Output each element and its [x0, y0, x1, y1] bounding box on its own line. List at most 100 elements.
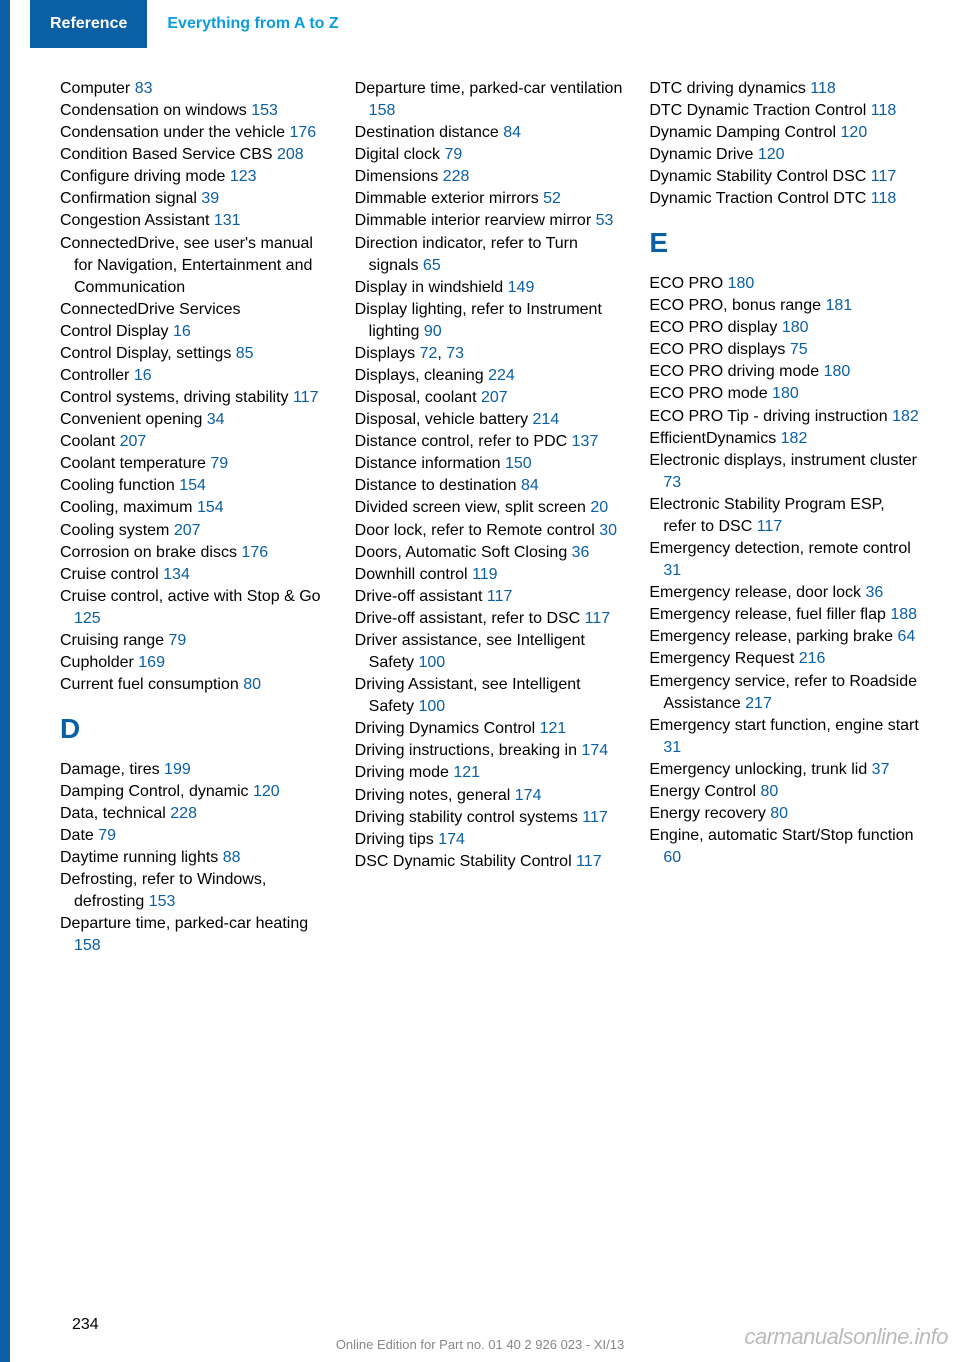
- page-link[interactable]: 16: [134, 367, 152, 384]
- page-link[interactable]: 118: [871, 102, 897, 119]
- page-link[interactable]: 117: [585, 610, 611, 627]
- entry-text: Emergency release, fuel filler flap: [649, 606, 890, 623]
- page-link[interactable]: 20: [590, 499, 608, 516]
- page-link[interactable]: 80: [761, 783, 779, 800]
- page-link[interactable]: 134: [163, 566, 190, 583]
- entry-text: Cruising range: [60, 632, 169, 649]
- page-link[interactable]: 117: [576, 853, 602, 870]
- page-link[interactable]: 149: [508, 279, 535, 296]
- page-link[interactable]: 79: [98, 827, 116, 844]
- entry-text: Driving Dynamics Con­trol: [355, 720, 540, 737]
- page-link[interactable]: 36: [572, 544, 590, 561]
- page-link[interactable]: 153: [251, 102, 278, 119]
- page-link[interactable]: 153: [149, 893, 176, 910]
- page-link[interactable]: 120: [253, 783, 280, 800]
- page-link[interactable]: 117: [871, 168, 897, 185]
- page-link[interactable]: 100: [418, 654, 445, 671]
- page-link[interactable]: 125: [74, 610, 101, 627]
- page-link[interactable]: 228: [443, 168, 470, 185]
- page-link[interactable]: 31: [663, 562, 681, 579]
- page-link[interactable]: 137: [572, 433, 599, 450]
- page-link[interactable]: 88: [223, 849, 241, 866]
- page-link[interactable]: 217: [745, 695, 772, 712]
- page-link[interactable]: 73: [663, 474, 681, 491]
- page-link[interactable]: 214: [533, 411, 560, 428]
- page-link[interactable]: 169: [138, 654, 165, 671]
- page-link[interactable]: 16: [173, 323, 191, 340]
- page-link[interactable]: 72: [420, 345, 438, 362]
- page-link[interactable]: 90: [424, 323, 442, 340]
- page-link[interactable]: 80: [243, 676, 261, 693]
- page-link[interactable]: 180: [728, 275, 755, 292]
- page-link[interactable]: 119: [472, 566, 498, 583]
- index-entry: ConnectedDrive Services: [60, 299, 331, 321]
- page-link[interactable]: 53: [596, 212, 614, 229]
- page-link[interactable]: 207: [120, 433, 147, 450]
- page-link[interactable]: 182: [892, 408, 919, 425]
- entry-text: Driving tips: [355, 831, 439, 848]
- page-link[interactable]: 207: [174, 522, 201, 539]
- index-entry: Destination distance 84: [355, 122, 626, 144]
- page-link[interactable]: 37: [872, 761, 890, 778]
- page-link[interactable]: 131: [214, 212, 241, 229]
- page-link[interactable]: 120: [841, 124, 868, 141]
- page-link[interactable]: 174: [581, 742, 608, 759]
- index-entry: Driving tips 174: [355, 829, 626, 851]
- page-link[interactable]: 85: [236, 345, 254, 362]
- column-1: Computer 83Condensation on win­dows 153C…: [60, 78, 331, 958]
- page-link[interactable]: 30: [599, 522, 617, 539]
- entry-text: Dynamic Damping Con­trol: [649, 124, 840, 141]
- page-link[interactable]: 180: [824, 363, 851, 380]
- page-link[interactable]: 64: [897, 628, 915, 645]
- page-link[interactable]: 120: [758, 146, 785, 163]
- page-link[interactable]: 228: [170, 805, 197, 822]
- page-link[interactable]: 100: [418, 698, 445, 715]
- page-link[interactable]: 216: [799, 650, 826, 667]
- page-link[interactable]: 150: [505, 455, 532, 472]
- page-link[interactable]: 176: [241, 544, 268, 561]
- page-link[interactable]: 154: [179, 477, 206, 494]
- entry-text: DTC driving dynamics: [649, 80, 810, 97]
- page-link[interactable]: 199: [164, 761, 191, 778]
- page-link[interactable]: 117: [757, 518, 783, 535]
- page-link[interactable]: 65: [423, 257, 441, 274]
- page-link[interactable]: 117: [582, 809, 608, 826]
- page-link[interactable]: 34: [207, 411, 225, 428]
- page-link[interactable]: 39: [201, 190, 219, 207]
- entry-text: Dimmable interior rearview mirror: [355, 212, 596, 229]
- page-link[interactable]: 118: [810, 80, 836, 97]
- page-link[interactable]: 158: [74, 937, 101, 954]
- page-link[interactable]: 79: [169, 632, 187, 649]
- page-link[interactable]: 52: [543, 190, 561, 207]
- page-link[interactable]: 79: [444, 146, 462, 163]
- page-link[interactable]: 182: [781, 430, 808, 447]
- page-link[interactable]: 84: [521, 477, 539, 494]
- page-link[interactable]: 73: [446, 345, 464, 362]
- page-link[interactable]: 180: [782, 319, 809, 336]
- page-link[interactable]: 117: [293, 389, 319, 406]
- page-link[interactable]: 174: [515, 787, 542, 804]
- page-link[interactable]: 79: [210, 455, 228, 472]
- page-link[interactable]: 121: [453, 764, 480, 781]
- page-link[interactable]: 207: [481, 389, 508, 406]
- page-link[interactable]: 118: [871, 190, 897, 207]
- page-link[interactable]: 84: [503, 124, 521, 141]
- page-link[interactable]: 224: [488, 367, 515, 384]
- page-link[interactable]: 208: [277, 146, 304, 163]
- page-link[interactable]: 176: [290, 124, 317, 141]
- page-link[interactable]: 31: [663, 739, 681, 756]
- page-link[interactable]: 174: [438, 831, 465, 848]
- page-link[interactable]: 154: [197, 499, 224, 516]
- page-link[interactable]: 158: [369, 102, 396, 119]
- page-link[interactable]: 75: [790, 341, 808, 358]
- page-link[interactable]: 36: [865, 584, 883, 601]
- page-link[interactable]: 123: [230, 168, 257, 185]
- page-link[interactable]: 188: [890, 606, 917, 623]
- page-link[interactable]: 121: [540, 720, 567, 737]
- page-link[interactable]: 80: [770, 805, 788, 822]
- page-link[interactable]: 180: [772, 385, 799, 402]
- page-link[interactable]: 60: [663, 849, 681, 866]
- page-link[interactable]: 181: [825, 297, 852, 314]
- page-link[interactable]: 117: [487, 588, 513, 605]
- page-link[interactable]: 83: [135, 80, 153, 97]
